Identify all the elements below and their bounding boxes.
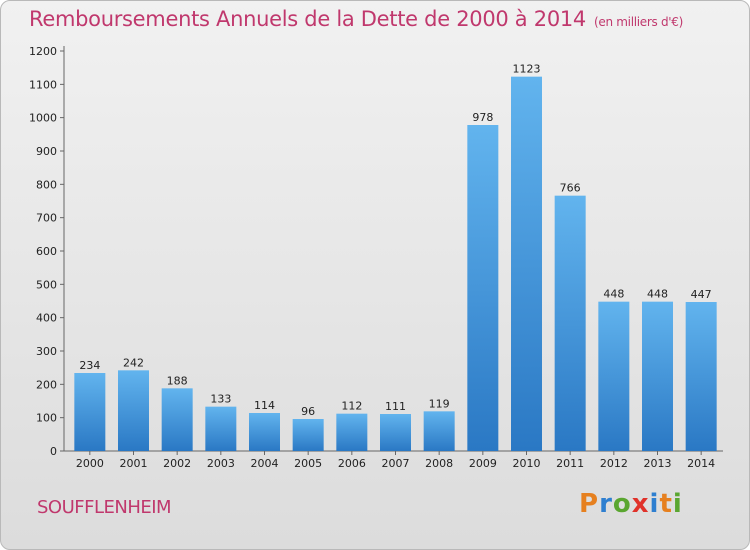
- data-label: 1123: [513, 63, 541, 76]
- bar: [467, 125, 499, 451]
- data-label: 448: [647, 288, 668, 301]
- data-label: 234: [79, 359, 100, 372]
- y-tick-label: 600: [36, 245, 57, 258]
- x-tick-label: 2002: [163, 457, 191, 470]
- data-label: 133: [210, 393, 231, 406]
- brand-letter: P: [579, 489, 600, 519]
- proxiti-logo: Proxiti: [579, 489, 683, 519]
- x-tick-label: 2013: [644, 457, 672, 470]
- bar: [554, 195, 586, 451]
- bar: [423, 411, 455, 451]
- bar: [685, 302, 717, 451]
- bar: [205, 406, 237, 451]
- y-tick-label: 0: [50, 445, 57, 458]
- y-tick-label: 300: [36, 345, 57, 358]
- chart-title: Remboursements Annuels de la Dette de 20…: [29, 7, 683, 31]
- x-tick-label: 2004: [251, 457, 279, 470]
- x-tick-label: 2001: [120, 457, 148, 470]
- bar: [511, 76, 542, 452]
- bar: [380, 414, 411, 451]
- y-tick-label: 900: [36, 145, 57, 158]
- x-tick-label: 2006: [338, 457, 366, 470]
- x-tick-label: 2007: [382, 457, 410, 470]
- x-tick-label: 2000: [76, 457, 104, 470]
- x-tick-label: 2005: [294, 457, 322, 470]
- bars: [74, 76, 717, 452]
- data-label: 114: [254, 399, 275, 412]
- bar: [74, 373, 106, 451]
- y-tick-label: 400: [36, 312, 57, 325]
- commune-name: SOUFFLENHEIM: [37, 497, 172, 518]
- data-label: 447: [691, 288, 712, 301]
- brand-letter: i: [649, 489, 660, 519]
- y-tick-label: 100: [36, 412, 57, 425]
- bar: [336, 413, 368, 451]
- labels: 2000 234 2001 242 2002 188 2003 133 2004 114 2005 9…: [76, 63, 715, 470]
- data-label: 119: [429, 397, 450, 410]
- y-tick-label: 1200: [29, 45, 57, 58]
- x-tick-label: 2008: [425, 457, 453, 470]
- bar: [598, 301, 630, 451]
- bar: [118, 370, 149, 451]
- chart-subtitle: (en milliers d'€): [594, 15, 684, 29]
- axes: 0 100 200 300 400 500 600 700 800 900 1000 1100 1200: [29, 45, 723, 458]
- bar: [292, 419, 324, 451]
- x-tick-label: 2012: [600, 457, 628, 470]
- data-label: 766: [560, 182, 581, 195]
- x-tick-label: 2009: [469, 457, 497, 470]
- data-label: 96: [301, 405, 315, 418]
- y-tick-label: 500: [36, 278, 57, 291]
- data-label: 111: [385, 400, 406, 413]
- x-tick-label: 2014: [687, 457, 715, 470]
- data-label: 188: [167, 374, 188, 387]
- bar: [249, 413, 280, 451]
- bar: [642, 301, 673, 451]
- data-label: 978: [472, 111, 493, 124]
- x-tick-label: 2003: [207, 457, 235, 470]
- data-label: 242: [123, 356, 144, 369]
- y-tick-label: 200: [36, 378, 57, 391]
- brand-letter: x: [631, 489, 650, 519]
- brand-letter: t: [659, 489, 673, 519]
- x-tick-label: 2011: [556, 457, 584, 470]
- y-tick-label: 1000: [29, 112, 57, 125]
- chart-title-text: Remboursements Annuels de la Dette de 20…: [29, 7, 586, 31]
- x-tick-label: 2010: [513, 457, 541, 470]
- brand-letter: r: [599, 489, 613, 519]
- brand-letter: o: [612, 489, 632, 519]
- y-tick-label: 700: [36, 212, 57, 225]
- brand-letter: i: [672, 489, 683, 519]
- y-tick-label: 1100: [29, 78, 57, 91]
- data-label: 112: [341, 400, 362, 413]
- y-tick-label: 800: [36, 178, 57, 191]
- bar: [161, 388, 193, 451]
- data-label: 448: [603, 288, 624, 301]
